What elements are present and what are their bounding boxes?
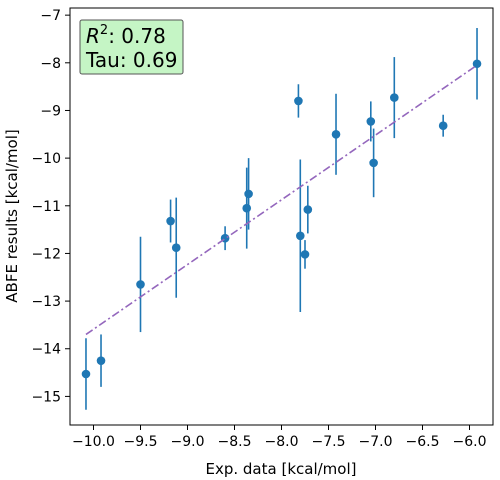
data-point — [81, 369, 91, 379]
data-point — [303, 205, 313, 214]
r2-text: R2: 0.78 — [86, 23, 166, 48]
y-tick-label: −8 — [40, 56, 61, 72]
plot-marks — [81, 28, 482, 410]
data-point — [366, 117, 376, 126]
data-point — [331, 129, 341, 139]
x-tick-label: −6.5 — [406, 434, 440, 450]
data-point — [136, 280, 145, 289]
y-tick-label: −10 — [31, 151, 61, 167]
x-tick-label: −10.0 — [72, 434, 115, 450]
stats-box-background — [79, 19, 184, 75]
y-tick-label: −12 — [31, 246, 61, 262]
x-tick-label: −9.5 — [124, 434, 158, 450]
y-tick-label: −13 — [31, 294, 61, 310]
data-point — [369, 158, 378, 168]
stats-box: R2: 0.78 Tau: 0.69 — [79, 19, 184, 75]
y-tick-label: −7 — [40, 8, 61, 24]
data-point — [296, 231, 305, 241]
x-tick-label: −9.0 — [171, 434, 205, 450]
r2-value: 0.78 — [121, 24, 166, 48]
y-axis-label: ABFE results [kcal/mol] — [3, 129, 21, 302]
data-point — [166, 216, 175, 226]
data-point — [171, 243, 181, 253]
x-tick-label: −7.0 — [359, 434, 393, 450]
data-point — [244, 189, 253, 199]
fit-line — [85, 64, 478, 336]
data-point — [390, 93, 399, 102]
data-point — [438, 121, 448, 131]
x-tick-label: −7.5 — [312, 434, 346, 450]
data-point — [242, 203, 252, 213]
fit-line-layer — [85, 64, 478, 336]
x-tick-label: −6.0 — [453, 434, 487, 450]
data-point — [472, 59, 482, 69]
data-point — [300, 250, 310, 259]
data-point — [294, 96, 303, 106]
y-tick-label: −14 — [31, 342, 61, 358]
y-tick-label: −9 — [40, 103, 61, 119]
axis-ticks: −10.0 −9.5 −9.0 −8.5 −8.0 −7.5 −7.0 −6.5 −6.0 −15… — [31, 8, 486, 450]
x-tick-label: −8.5 — [218, 434, 252, 450]
x-axis-label: Exp. data [kcal/mol] — [206, 460, 357, 478]
y-tick-label: −15 — [31, 389, 61, 405]
plot-frame — [69, 7, 494, 426]
tau-text: Tau: 0.69 — [85, 48, 177, 72]
data-point — [96, 356, 106, 365]
x-tick-label: −8.0 — [265, 434, 299, 450]
y-tick-label: −11 — [31, 199, 61, 215]
